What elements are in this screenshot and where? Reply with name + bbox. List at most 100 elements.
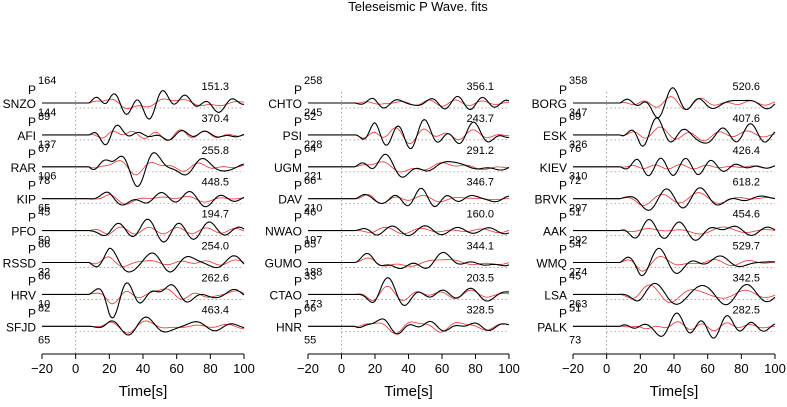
x-tick-label: 20 (102, 361, 116, 376)
station-distance: 78 (38, 175, 50, 187)
station-azimuth: 297 (569, 203, 587, 215)
station-distance: 76 (569, 143, 581, 155)
phase-label: P (28, 274, 36, 288)
station-azimuth: 197 (304, 235, 322, 247)
peak-amplitude: 342.5 (732, 272, 760, 284)
observed-trace (573, 87, 776, 119)
observed-trace (308, 251, 510, 270)
station-azimuth: 10 (38, 298, 50, 310)
x-tick-label: 80 (468, 361, 482, 376)
station-azimuth: 228 (304, 139, 322, 151)
phase-label: P (294, 306, 302, 320)
station-distance: 66 (304, 175, 316, 187)
x-tick-label: 20 (368, 361, 382, 376)
phase-label: P (559, 306, 567, 320)
x-axis-label: Time[s] (119, 383, 168, 400)
synthetic-trace (573, 255, 776, 272)
observed-trace (573, 312, 776, 339)
station-azimuth: 137 (38, 139, 56, 151)
synthetic-trace (573, 284, 776, 303)
phase-label: P (559, 274, 567, 288)
phase-label: P (28, 243, 36, 257)
station-name: PFO (11, 225, 36, 239)
phase-label: P (28, 306, 36, 320)
x-tick-label: 100 (764, 361, 786, 376)
x-tick-label: 0 (338, 361, 345, 376)
station-azimuth: 347 (569, 107, 587, 119)
station-azimuth: 292 (569, 235, 587, 247)
station-name: BORG (532, 97, 567, 111)
synthetic-trace (573, 126, 776, 142)
observed-trace (42, 218, 245, 243)
synthetic-trace (42, 256, 245, 267)
observed-trace (573, 187, 776, 211)
peak-amplitude: 160.0 (466, 209, 494, 221)
phase-label: P (294, 83, 302, 97)
observed-trace (308, 277, 509, 306)
peak-amplitude: 529.7 (732, 241, 760, 253)
x-tick-label: 100 (233, 361, 255, 376)
station-distance: 67 (38, 143, 50, 155)
station-distance: 51 (569, 207, 581, 219)
station-azimuth: 173 (304, 298, 322, 310)
observed-trace (573, 117, 776, 147)
phase-label: P (28, 115, 36, 129)
phase-label: P (559, 211, 567, 225)
x-tick-label: 40 (401, 361, 415, 376)
peak-amplitude: 454.6 (732, 209, 760, 221)
peak-amplitude: 194.7 (201, 209, 229, 221)
observed-trace (42, 190, 245, 208)
x-tick-label: 80 (203, 361, 217, 376)
peak-amplitude: 291.2 (466, 145, 494, 157)
station-name: KIP (17, 193, 36, 207)
station-azimuth: 210 (304, 203, 322, 215)
station-azimuth: 258 (304, 75, 322, 87)
station-distance: 65 (38, 334, 50, 346)
station-azimuth: 164 (38, 75, 56, 87)
x-tick-label: 80 (734, 361, 748, 376)
phase-label: P (28, 211, 36, 225)
observed-trace (573, 218, 776, 241)
phase-label: P (559, 147, 567, 161)
synthetic-trace (42, 98, 245, 110)
synthetic-trace (308, 285, 510, 302)
station-name: WMQ (536, 257, 567, 271)
station-distance: 46 (304, 207, 316, 219)
observed-trace (573, 282, 776, 306)
x-tick-label: 40 (136, 361, 150, 376)
station-distance: 73 (569, 334, 581, 346)
peak-amplitude: 328.5 (466, 304, 494, 316)
station-azimuth: 32 (38, 266, 50, 278)
station-name: UGM (274, 161, 302, 175)
peak-amplitude: 448.5 (201, 177, 229, 189)
station-distance: 66 (38, 239, 50, 251)
x-axis-label: Time[s] (650, 383, 699, 400)
chart-title: Teleseismic P Wave. fits (348, 0, 488, 14)
observed-trace (42, 282, 245, 319)
station-name: AFI (17, 129, 36, 143)
station-azimuth: 188 (304, 266, 322, 278)
synthetic-trace (308, 321, 510, 335)
peak-amplitude: 370.4 (201, 113, 229, 125)
phase-label: P (294, 147, 302, 161)
observed-trace (42, 90, 244, 120)
observed-trace (42, 247, 245, 273)
station-name: KIEV (540, 161, 567, 175)
station-distance: 51 (569, 302, 581, 314)
station-distance: 45 (38, 207, 50, 219)
station-distance: 45 (569, 271, 581, 283)
station-name: SNZO (3, 97, 36, 111)
x-tick-label: 0 (603, 361, 610, 376)
station-distance: 54 (569, 239, 581, 251)
peak-amplitude: 356.1 (466, 81, 494, 93)
station-name: BRVK (535, 193, 567, 207)
peak-amplitude: 618.2 (732, 177, 760, 189)
peak-amplitude: 346.7 (466, 177, 494, 189)
observed-trace (308, 119, 510, 150)
phase-label: P (559, 179, 567, 193)
station-azimuth: 221 (304, 171, 322, 183)
phase-label: P (294, 274, 302, 288)
station-azimuth: 144 (38, 107, 56, 119)
